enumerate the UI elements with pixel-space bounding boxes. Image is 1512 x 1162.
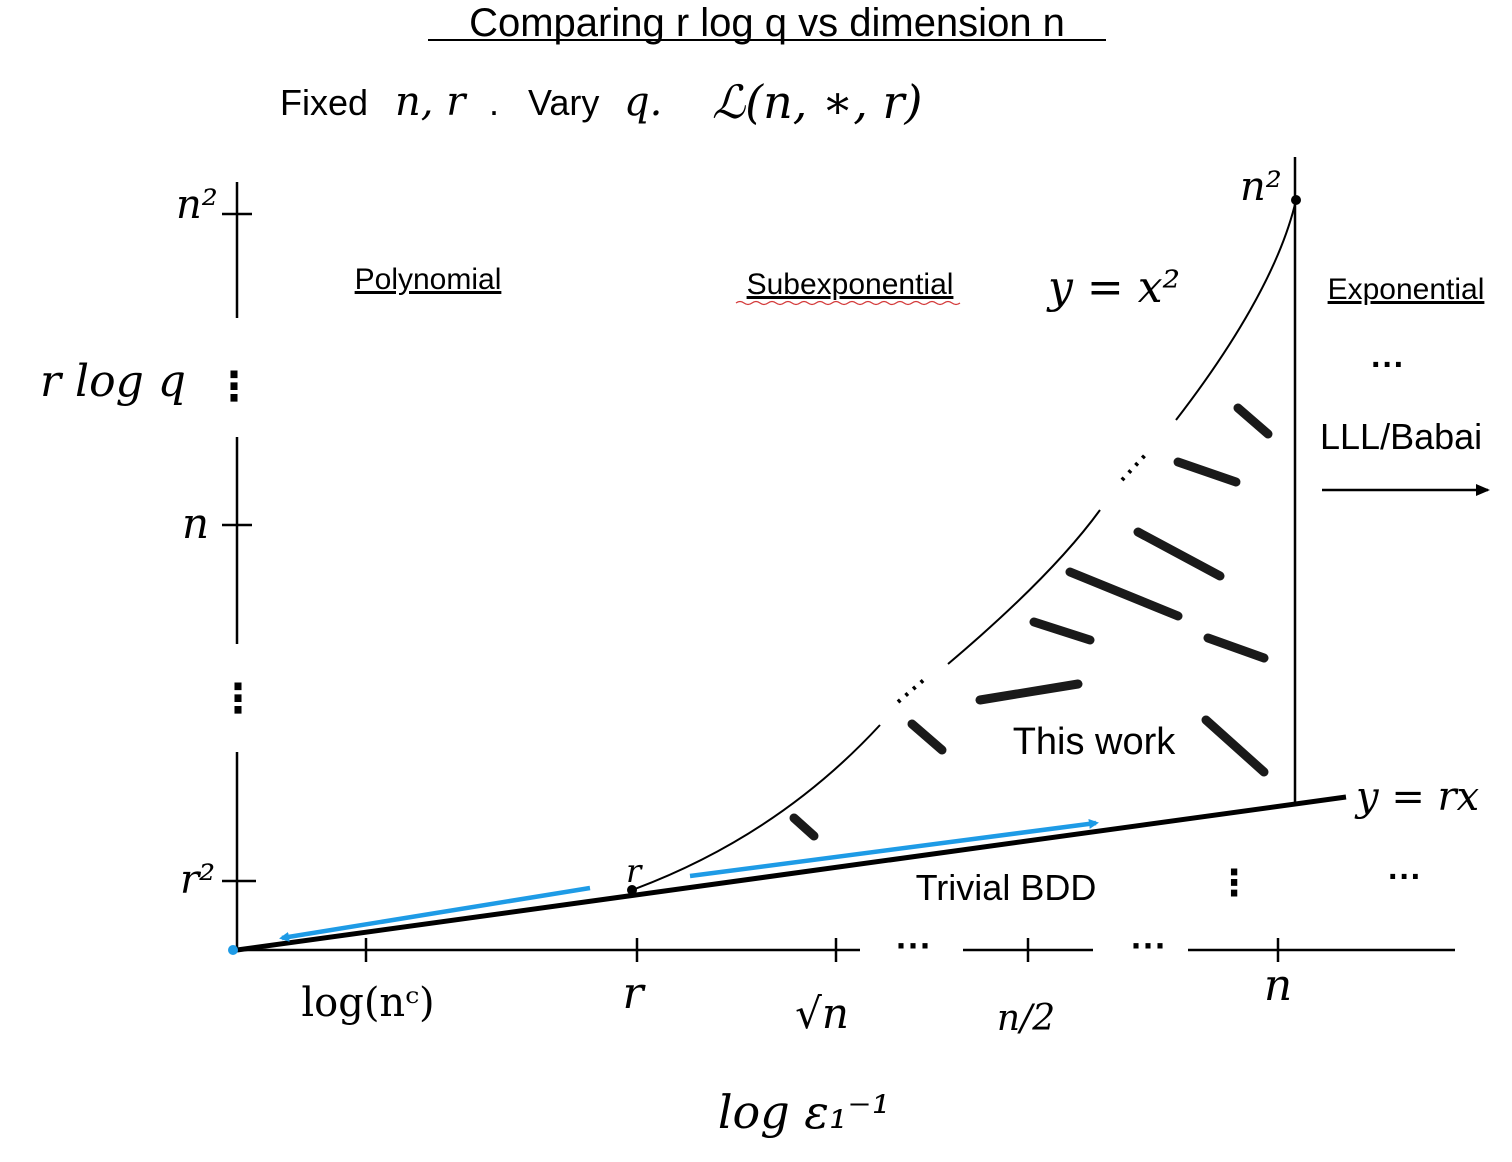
this-work-hatching: [789, 403, 1273, 841]
hatch-stroke: [1133, 527, 1225, 581]
y-tick-label-r2: r²: [180, 857, 215, 903]
x-axis-label: log ε₁⁻¹: [718, 1085, 890, 1139]
hatch-stroke: [1203, 633, 1269, 663]
subtitle-vary-var: q.: [624, 79, 662, 125]
subtitle-fixed-vars: n, r: [395, 79, 468, 125]
hatch-stroke: [1065, 567, 1183, 621]
subtitle-vary-label: Vary: [528, 82, 599, 123]
hatch-stroke: [789, 813, 819, 841]
hatch-stroke: [1029, 617, 1095, 645]
y-tick-label-n2: n²: [176, 182, 218, 228]
hatch-stroke: [1173, 457, 1241, 487]
x-axis-gap-ellipsis-1: ···: [896, 925, 932, 966]
x-axis-gap-ellipsis-2: ···: [1131, 925, 1167, 966]
region-label-exponential: Exponential: [1328, 273, 1485, 306]
hatch-stroke: [1201, 715, 1269, 777]
parabola-segment-middle: [947, 509, 1101, 665]
trivial-bdd-vertical-ellipsis: ⋮: [1216, 862, 1252, 903]
hatch-stroke: [975, 679, 1083, 705]
point-label-r: r: [626, 852, 643, 890]
region-label-polynomial: Polynomial: [355, 263, 502, 296]
line-y-rx: [236, 794, 1347, 953]
region-label-lll-babai: LLL/Babai: [1320, 416, 1482, 457]
blue-arrow-left: [279, 885, 591, 942]
subtitle-fixed-label: Fixed: [280, 82, 368, 123]
hatch-stroke: [907, 719, 947, 755]
curve-label-parabola: y = x²: [1046, 262, 1180, 313]
x-tick-label-log-nc: log(nᶜ): [301, 980, 434, 1026]
parabola-dotted-gap-2: [1120, 450, 1150, 482]
parabola-segment-lower: [631, 724, 881, 891]
diagram-title: Comparing r log q vs dimension n: [469, 1, 1065, 45]
subtitle-dot: .: [489, 82, 499, 123]
parabola-segment-upper: [1175, 199, 1297, 421]
hatch-stroke: [1233, 403, 1273, 439]
y-tick-label-n: n: [182, 499, 209, 548]
exponential-ellipsis: ···: [1371, 346, 1405, 384]
subtitle-lattice-symbol: ℒ(n, ∗, r): [712, 75, 922, 129]
curve-label-line: y = rx: [1354, 774, 1479, 820]
x-tick-label-r: r: [622, 968, 646, 1019]
point-label-n2: n²: [1240, 164, 1282, 210]
y-axis-ellipsis-upper: ⋮: [214, 365, 254, 409]
trivial-bdd-horizontal-ellipsis: ···: [1388, 858, 1422, 896]
origin-dot: [228, 945, 238, 955]
point-r: [627, 885, 637, 895]
parabola-dotted-gap-1: [896, 676, 928, 704]
x-tick-label-sqrt-n: √n: [795, 989, 849, 1038]
x-tick-label-n-half: n/2: [997, 998, 1055, 1039]
spellcheck-underline: [735, 300, 961, 306]
region-label-this-work: This work: [1013, 721, 1177, 763]
x-tick-label-n: n: [1264, 960, 1292, 1011]
y-axis-ellipsis-lower: ⋮: [218, 677, 258, 721]
y-axis-label: r log q: [40, 356, 186, 407]
region-label-subexponential: Subexponential: [747, 268, 954, 301]
region-label-trivial-bdd: Trivial BDD: [916, 867, 1097, 908]
blue-arrow-right: [689, 818, 1099, 879]
